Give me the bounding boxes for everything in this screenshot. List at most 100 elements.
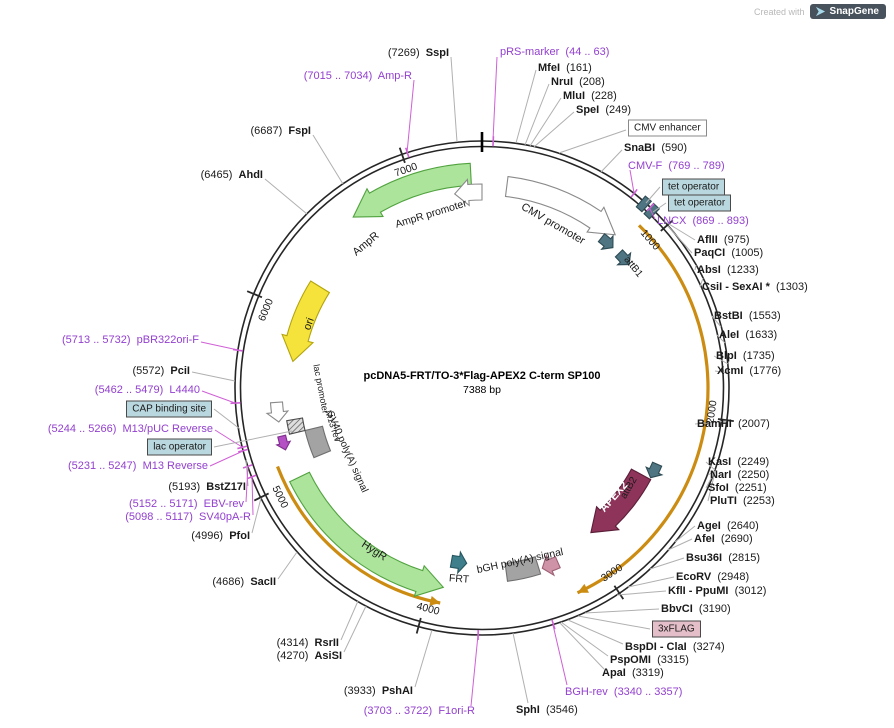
scale-tick-1000 <box>660 219 674 232</box>
m13-rev-primer-site[interactable] <box>275 434 292 451</box>
label-spei[interactable]: SpeI (249) <box>576 103 631 117</box>
cmv-enhancer-name: CMV enhancer <box>634 122 701 134</box>
label-sspi[interactable]: (7269) SspI <box>388 46 449 60</box>
label-bspdi-clai[interactable]: BspDI - ClaI (3274) <box>625 640 725 654</box>
ori-arrow[interactable] <box>281 280 331 363</box>
amp-r-name: Amp-R <box>377 70 412 82</box>
attb1-site-a[interactable] <box>597 233 614 250</box>
label-apai[interactable]: ApaI (3319) <box>602 666 664 680</box>
label-pshai[interactable]: (3933) PshAI <box>344 684 413 698</box>
label-lac-operator[interactable]: lac operator <box>147 438 212 456</box>
callout-line-nari <box>707 470 716 476</box>
label-bgh-rev[interactable]: BGH-rev (3340 .. 3357) <box>565 685 682 699</box>
ampr-promoter-arrow[interactable] <box>453 178 483 207</box>
snapgene-logo-icon <box>815 6 825 17</box>
orf-arc-left[interactable] <box>276 465 441 605</box>
label-m13-reverse[interactable]: (5231 .. 5247) M13 Reverse <box>68 459 208 473</box>
label-fspi[interactable]: (6687) FspI <box>250 124 311 138</box>
label-pcii[interactable]: (5572) PciI <box>133 364 191 378</box>
attb2-site[interactable] <box>645 461 664 479</box>
scale-tick-5000 <box>253 492 270 502</box>
label-bamhi[interactable]: BamHI (2007) <box>697 417 770 431</box>
label-kasi[interactable]: KasI (2249) <box>708 455 769 469</box>
label-ebv-rev[interactable]: (5152 .. 5171) EBV-rev <box>129 497 244 511</box>
label-cmv-enhancer[interactable]: CMV enhancer <box>628 119 707 137</box>
nrui-position: (208) <box>579 76 605 88</box>
frt-label[interactable]: FRT <box>448 572 470 586</box>
label-cap-binding-site[interactable]: CAP binding site <box>126 400 212 418</box>
hygr-cds[interactable] <box>288 471 445 598</box>
attb1-site-b[interactable] <box>614 249 632 266</box>
tet-operator-site-1[interactable] <box>635 195 653 213</box>
label-agei[interactable]: AgeI (2640) <box>697 519 759 533</box>
label-cmv-f[interactable]: CMV-F (769 .. 789) <box>628 159 725 173</box>
label-kfli-ppumi[interactable]: KflI - PpuMI (3012) <box>668 584 766 598</box>
label-bstbi[interactable]: BstBI (1553) <box>714 309 781 323</box>
cmv-promoter-arrow[interactable] <box>504 175 617 236</box>
callout-line-bstbi <box>711 315 722 328</box>
label-sacii[interactable]: (4686) SacII <box>212 575 276 589</box>
label-sv40pa-r[interactable]: (5098 .. 5117) SV40pA-R <box>125 510 251 524</box>
label-m13-puc-reverse[interactable]: (5244 .. 5266) M13/pUC Reverse <box>48 422 213 436</box>
tet-operator-site-2[interactable] <box>643 202 661 220</box>
label-blpi[interactable]: BlpI (1735) <box>716 349 775 363</box>
sv40-pa-signal[interactable] <box>304 425 332 459</box>
label-pbr322ori-f[interactable]: (5713 .. 5732) pBR322ori-F <box>62 333 199 347</box>
label-ecorv[interactable]: EcoRV (2948) <box>676 570 749 584</box>
label-bbvci[interactable]: BbvCI (3190) <box>661 602 731 616</box>
label-f1ori-r[interactable]: (3703 .. 3722) F1ori-R <box>364 704 475 718</box>
bspdi-clai-position: (3274) <box>692 641 725 653</box>
label-l4440[interactable]: (5462 .. 5479) L4440 <box>95 383 200 397</box>
label-mfei[interactable]: MfeI (161) <box>538 61 592 75</box>
label-pfoi[interactable]: (4996) PfoI <box>191 529 250 543</box>
spei-name: SpeI <box>576 104 600 116</box>
label-afei[interactable]: AfeI (2690) <box>694 532 753 546</box>
bstbi-name: BstBI <box>714 310 743 322</box>
label-pspomi[interactable]: PspOMI (3315) <box>610 653 689 667</box>
label-ahdi[interactable]: (6465) AhdI <box>201 168 263 182</box>
ahdi-position: (6465) <box>200 169 233 181</box>
label-amp-r[interactable]: (7015 .. 7034) Amp-R <box>304 69 412 83</box>
label-rsrii[interactable]: (4314) RsrII <box>277 636 339 650</box>
flag-tag[interactable] <box>541 553 561 577</box>
orf-arc-right[interactable] <box>576 224 710 595</box>
sacii-position: (4686) <box>212 576 245 588</box>
label-sfoi[interactable]: SfoI (2251) <box>708 481 767 495</box>
label-flag-label[interactable]: 3xFLAG <box>652 620 701 638</box>
cap-binding-site-name: CAP binding site <box>132 403 206 415</box>
frt-site[interactable] <box>449 550 468 575</box>
ampr-cds[interactable] <box>352 162 472 218</box>
label-tet-operator-2[interactable]: tet operator <box>668 194 732 212</box>
label-snabi[interactable]: SnaBI (590) <box>624 141 687 155</box>
bgh-pa-signal[interactable] <box>504 556 542 582</box>
label-pluti[interactable]: PluTI (2253) <box>710 494 775 508</box>
callout-line-afei <box>667 538 693 551</box>
csii-sexai-position: (1303) <box>775 281 808 293</box>
bamhi-position: (2007) <box>737 418 770 430</box>
label-nari[interactable]: NarI (2250) <box>710 468 769 482</box>
label-alei[interactable]: AleI (1633) <box>719 328 777 342</box>
label-absi[interactable]: AbsI (1233) <box>697 263 759 277</box>
rsrii-name: RsrII <box>314 637 339 649</box>
label-sphi[interactable]: SphI (3546) <box>516 703 578 717</box>
snapgene-badge[interactable]: SnapGene <box>809 4 886 19</box>
lac-promoter-arrow[interactable] <box>265 401 290 423</box>
arc-arrowhead <box>429 596 441 606</box>
label-csii-sexai[interactable]: CsiI - SexAI * (1303) <box>702 280 808 294</box>
label-mlui[interactable]: MluI (228) <box>563 89 617 103</box>
bsu36i-position: (2815) <box>728 552 760 564</box>
label-prs-marker[interactable]: pRS-marker (44 .. 63) <box>500 45 609 59</box>
label-bstz17i[interactable]: (5193) BstZ17I <box>168 480 246 494</box>
label-nrui[interactable]: NruI (208) <box>551 75 605 89</box>
apex2-cds[interactable] <box>590 468 652 534</box>
label-bsu36i[interactable]: Bsu36I (2815) <box>686 551 760 565</box>
lac-operator-site[interactable] <box>286 417 306 435</box>
callout-line-paqci <box>667 225 693 254</box>
label-tet-operator-1[interactable]: tet operator <box>662 178 726 196</box>
label-paqci[interactable]: PaqCI (1005) <box>694 246 763 260</box>
label-aflii[interactable]: AflII (975) <box>697 233 750 247</box>
label-xcmi[interactable]: XcmI (1776) <box>717 364 781 378</box>
callout-line-amp-r <box>406 79 415 154</box>
label-asisi[interactable]: (4270) AsiSI <box>277 649 342 663</box>
label-lncx[interactable]: LNCX (869 .. 893) <box>657 214 749 228</box>
